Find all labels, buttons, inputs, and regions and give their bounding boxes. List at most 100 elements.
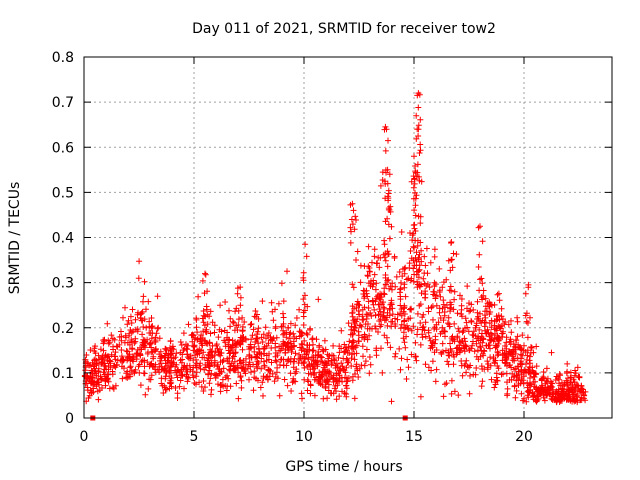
data-point xyxy=(132,316,139,323)
data-point xyxy=(454,333,461,340)
data-point xyxy=(432,336,439,343)
data-point xyxy=(487,362,494,369)
data-point xyxy=(285,357,292,364)
data-point xyxy=(419,331,426,338)
data-point xyxy=(154,366,161,373)
data-point xyxy=(345,375,352,381)
data-point xyxy=(355,332,362,339)
data-point xyxy=(191,336,198,343)
data-point xyxy=(113,362,120,369)
data-point xyxy=(250,387,257,394)
data-point xyxy=(388,223,395,230)
data-point xyxy=(402,324,409,331)
data-point xyxy=(574,392,581,399)
data-point xyxy=(309,347,316,354)
data-point xyxy=(389,311,396,318)
data-point xyxy=(292,350,299,357)
data-point xyxy=(517,351,524,358)
data-point xyxy=(220,365,227,372)
data-point xyxy=(540,394,547,401)
data-point xyxy=(284,268,290,275)
data-point xyxy=(316,373,323,380)
data-point xyxy=(504,390,511,397)
data-point xyxy=(397,366,404,373)
data-point xyxy=(411,207,418,214)
data-point xyxy=(322,383,329,390)
data-point xyxy=(523,318,530,325)
data-point xyxy=(473,365,480,371)
data-point xyxy=(200,378,207,384)
data-point xyxy=(248,321,255,327)
data-point xyxy=(370,277,377,284)
data-point xyxy=(414,242,421,249)
data-point xyxy=(132,335,139,342)
data-point xyxy=(412,353,419,360)
data-point xyxy=(523,361,529,367)
data-point xyxy=(410,243,417,250)
data-point xyxy=(416,251,423,258)
data-point xyxy=(398,279,404,286)
data-point xyxy=(380,312,387,319)
data-point xyxy=(479,280,486,287)
data-point xyxy=(446,352,453,359)
data-point xyxy=(544,392,550,399)
data-point xyxy=(430,291,437,298)
data-point xyxy=(359,343,366,350)
data-point xyxy=(277,356,284,363)
data-point xyxy=(141,370,148,377)
data-point xyxy=(316,342,323,349)
data-point xyxy=(124,321,131,328)
data-point xyxy=(422,333,429,340)
data-point xyxy=(415,104,422,111)
data-point xyxy=(387,344,394,351)
data-point xyxy=(487,345,493,352)
data-point xyxy=(498,305,505,312)
data-point xyxy=(192,352,198,359)
data-point xyxy=(371,246,378,253)
data-point xyxy=(93,383,100,390)
data-point xyxy=(382,281,389,288)
data-point xyxy=(314,361,321,368)
data-point xyxy=(290,378,297,384)
data-point xyxy=(555,388,562,395)
data-point xyxy=(417,141,424,148)
data-point xyxy=(378,321,385,328)
y-tick-label: 0 xyxy=(65,411,74,427)
data-point xyxy=(213,341,220,348)
data-point xyxy=(396,269,403,275)
data-point xyxy=(106,357,113,364)
data-point xyxy=(403,333,410,340)
data-point xyxy=(382,257,389,264)
data-point xyxy=(541,387,548,394)
data-point xyxy=(543,365,550,372)
data-point xyxy=(117,357,124,364)
data-point xyxy=(467,362,474,369)
data-point xyxy=(411,225,418,232)
chart-title: Day 011 of 2021, SRMTID for receiver tow… xyxy=(192,21,496,37)
data-point xyxy=(411,176,418,183)
data-point xyxy=(442,381,448,388)
data-point xyxy=(468,317,475,324)
data-point xyxy=(88,367,95,374)
data-point xyxy=(442,333,448,340)
data-point xyxy=(435,319,442,326)
data-point xyxy=(412,202,419,209)
data-point xyxy=(280,298,287,305)
data-point xyxy=(539,375,546,382)
data-point xyxy=(84,387,91,394)
data-point xyxy=(96,387,103,394)
data-point xyxy=(298,340,305,347)
data-point xyxy=(280,314,287,321)
data-point xyxy=(480,352,487,359)
data-point xyxy=(379,369,386,376)
data-point xyxy=(476,287,483,294)
data-point xyxy=(293,368,300,375)
data-point xyxy=(155,324,162,331)
data-point xyxy=(352,371,358,377)
data-point xyxy=(218,369,225,375)
data-point xyxy=(500,370,506,377)
data-point xyxy=(160,390,167,396)
data-point xyxy=(478,294,485,301)
data-point xyxy=(416,302,423,309)
